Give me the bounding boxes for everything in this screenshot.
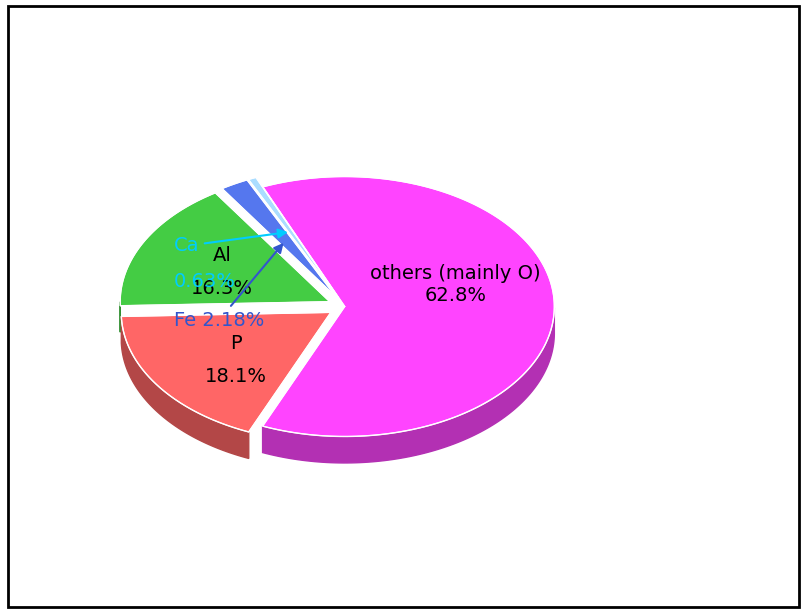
Polygon shape bbox=[222, 180, 337, 297]
Text: others (mainly O): others (mainly O) bbox=[370, 264, 541, 283]
Text: Ca: Ca bbox=[174, 230, 286, 255]
Polygon shape bbox=[249, 177, 338, 297]
Text: 0.63%: 0.63% bbox=[174, 272, 236, 291]
Text: P: P bbox=[230, 334, 242, 353]
Polygon shape bbox=[121, 316, 249, 459]
Polygon shape bbox=[120, 193, 330, 306]
Text: Fe 2.18%: Fe 2.18% bbox=[174, 245, 282, 330]
Polygon shape bbox=[121, 313, 331, 432]
Text: 62.8%: 62.8% bbox=[424, 286, 487, 305]
Text: 18.1%: 18.1% bbox=[205, 367, 267, 386]
Polygon shape bbox=[262, 308, 554, 463]
Text: Al: Al bbox=[212, 246, 232, 265]
Text: 16.3%: 16.3% bbox=[191, 280, 253, 299]
Polygon shape bbox=[262, 177, 554, 436]
